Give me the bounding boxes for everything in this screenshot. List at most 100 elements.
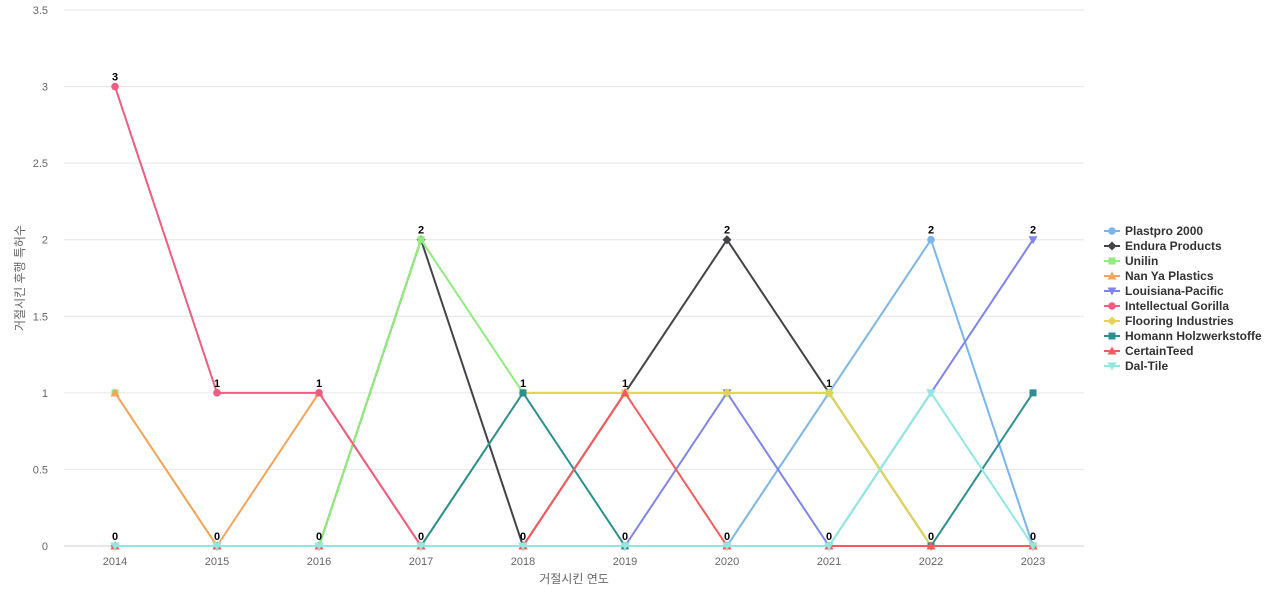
series — [110, 82, 1038, 551]
legend-item-plastpro-2000[interactable]: Plastpro 2000 — [1104, 224, 1203, 238]
legend-label: Plastpro 2000 — [1125, 224, 1203, 238]
data-point-dal-tile — [416, 542, 426, 551]
data-label-bottom: 0 — [214, 531, 220, 543]
data-label-top: 1 — [826, 378, 832, 390]
data-point-endura-products — [722, 235, 732, 245]
data-point-dal-tile — [1028, 542, 1038, 551]
data-label-bottom: 0 — [520, 531, 526, 543]
grid — [64, 9, 1084, 547]
x-tick-label: 2017 — [409, 556, 433, 568]
data-label-top: 1 — [214, 378, 220, 390]
legend-item-homann-holzwerkstoffe[interactable]: Homann Holzwerkstoffe — [1104, 329, 1262, 343]
x-tick-label: 2020 — [715, 556, 739, 568]
legend-marker — [1108, 227, 1116, 235]
legend-item-louisiana-pacific[interactable]: Louisiana-Pacific — [1104, 284, 1224, 298]
legend-label: Louisiana-Pacific — [1125, 284, 1224, 298]
legend-item-intellectual-gorilla[interactable]: Intellectual Gorilla — [1104, 299, 1229, 313]
legend-label: Flooring Industries — [1125, 314, 1234, 328]
legend-label: Endura Products — [1125, 239, 1222, 253]
x-tick-label: 2019 — [613, 556, 637, 568]
legend-item-nan-ya-plastics[interactable]: Nan Ya Plastics — [1104, 269, 1214, 283]
data-point-unilin — [417, 236, 425, 244]
data-label-bottom: 0 — [316, 531, 322, 543]
data-point-dal-tile — [212, 542, 222, 551]
data-point-intellectual-gorilla — [111, 82, 119, 91]
data-point-dal-tile — [518, 542, 528, 551]
legend-item-unilin[interactable]: Unilin — [1104, 254, 1158, 268]
data-point-dal-tile — [926, 389, 936, 398]
x-axis-title: 거절시킨 연도 — [539, 572, 609, 586]
x-tick-label: 2023 — [1021, 556, 1045, 568]
series-line-dal-tile — [115, 391, 1034, 547]
data-point-dal-tile — [110, 542, 120, 551]
x-tick-label: 2021 — [817, 556, 841, 568]
data-label-bottom: 0 — [724, 531, 730, 543]
series-dal-tile — [110, 389, 1038, 551]
legend-marker — [1107, 346, 1117, 355]
legend-marker — [1107, 362, 1117, 371]
x-tick-label: 2014 — [103, 556, 127, 568]
y-tick-label: 2 — [42, 235, 48, 247]
data-label-top: 3 — [112, 72, 118, 84]
data-label-top: 2 — [418, 225, 424, 237]
y-tick-label: 3.5 — [33, 5, 48, 17]
data-point-intellectual-gorilla — [213, 389, 221, 397]
x-tick-label: 2015 — [205, 556, 229, 568]
legend-label: Homann Holzwerkstoffe — [1125, 329, 1262, 343]
data-point-dal-tile — [824, 542, 834, 551]
legend-label: CertainTeed — [1125, 344, 1193, 358]
data-label-bottom: 0 — [418, 531, 424, 543]
data-point-homann-holzwerkstoffe — [1029, 389, 1037, 397]
data-label-top: 2 — [724, 225, 730, 237]
legend-marker — [1108, 257, 1116, 265]
data-point-certainteed — [620, 388, 630, 397]
data-label-top: 1 — [316, 378, 322, 390]
axes: 0 0.5 1 1.5 2 2.5 3 3.5 2014 2015 2016 2017 2018 2019… — [33, 5, 1046, 568]
data-label-bottom: 0 — [826, 531, 832, 543]
data-label-bottom: 0 — [112, 531, 118, 543]
legend-label: Unilin — [1125, 254, 1158, 268]
legend-label: Dal-Tile — [1125, 359, 1168, 373]
x-tick-label: 2018 — [511, 556, 535, 568]
legend-item-endura-products[interactable]: Endura Products — [1104, 239, 1222, 253]
legend-marker — [1107, 241, 1117, 251]
data-point-dal-tile — [314, 542, 324, 551]
data-point-nan-ya-plastics — [110, 388, 120, 397]
data-label-bottom: 0 — [622, 531, 628, 543]
data-point-intellectual-gorilla — [315, 389, 323, 397]
y-tick-label: 1.5 — [33, 311, 48, 323]
data-point-homann-holzwerkstoffe — [519, 389, 527, 397]
data-point-plastpro-2000 — [927, 235, 935, 244]
data-label-top: 2 — [928, 225, 934, 237]
x-tick-label: 2022 — [919, 556, 943, 568]
data-point-flooring-industries — [824, 388, 834, 398]
data-label-bottom: 0 — [928, 531, 934, 543]
data-point-flooring-industries — [722, 388, 732, 398]
legend-marker — [1107, 271, 1117, 280]
y-axis-title: 거절시킨 후행 특허수 — [12, 225, 27, 331]
legend-item-flooring-industries[interactable]: Flooring Industries — [1104, 314, 1234, 328]
legend-marker — [1108, 302, 1116, 310]
legend-label: Nan Ya Plastics — [1125, 269, 1214, 283]
y-tick-label: 3 — [42, 82, 48, 94]
x-tick-label: 2016 — [307, 556, 331, 568]
legend-item-dal-tile[interactable]: Dal-Tile — [1104, 359, 1168, 373]
data-labels: 3 0 1 0 1 0 2 0 1 0 1 0 2 0 1 0 2 0 2 0 — [112, 72, 1036, 543]
y-tick-label: 0.5 — [33, 464, 48, 476]
y-tick-label: 0 — [42, 541, 48, 553]
legend-marker — [1108, 332, 1116, 340]
data-label-bottom: 0 — [1030, 531, 1036, 543]
legend-label: Intellectual Gorilla — [1125, 299, 1229, 313]
legend-item-certainteed[interactable]: CertainTeed — [1104, 344, 1193, 358]
data-point-dal-tile — [722, 542, 732, 551]
data-label-top: 2 — [1030, 225, 1036, 237]
y-tick-label: 2.5 — [33, 158, 48, 170]
data-point-certainteed — [926, 541, 936, 550]
legend-marker — [1107, 316, 1117, 326]
data-point-dal-tile — [620, 542, 630, 551]
data-label-top: 1 — [520, 378, 526, 390]
data-point-louisiana-pacific — [1028, 236, 1038, 245]
